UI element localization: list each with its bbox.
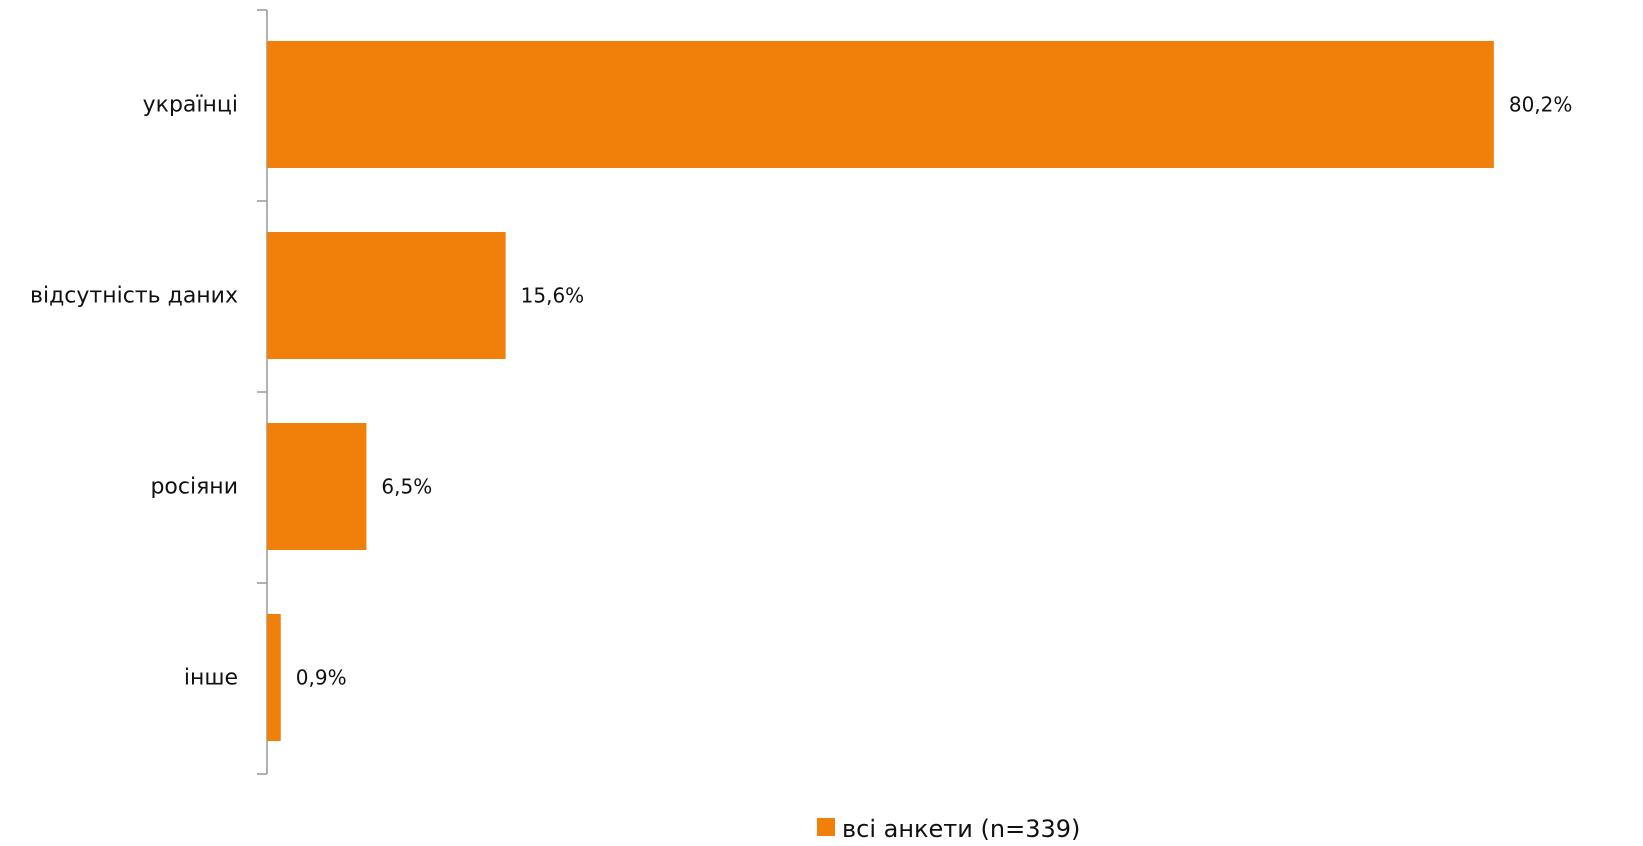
bar <box>267 232 506 359</box>
category-label: українці <box>143 93 238 118</box>
bar <box>267 41 1494 168</box>
category-label: інше <box>184 666 238 691</box>
axis-layer <box>257 9 268 775</box>
value-label: 0,9% <box>296 666 347 690</box>
legend-label: всі анкети (n=339) <box>842 815 1080 843</box>
value-label: 15,6% <box>521 284 585 308</box>
category-label: росіяни <box>150 475 238 500</box>
category-label: відсутність даних <box>30 284 238 309</box>
value-label: 6,5% <box>381 475 432 499</box>
value-label: 80,2% <box>1509 93 1573 117</box>
labels-layer: українці 80,2% відсутність даних 15,6% росія… <box>30 93 1572 691</box>
bar <box>267 423 367 550</box>
bar <box>267 614 281 741</box>
bars-layer <box>267 41 1494 741</box>
legend: всі анкети (n=339) <box>817 815 1080 843</box>
legend-swatch <box>817 818 835 836</box>
